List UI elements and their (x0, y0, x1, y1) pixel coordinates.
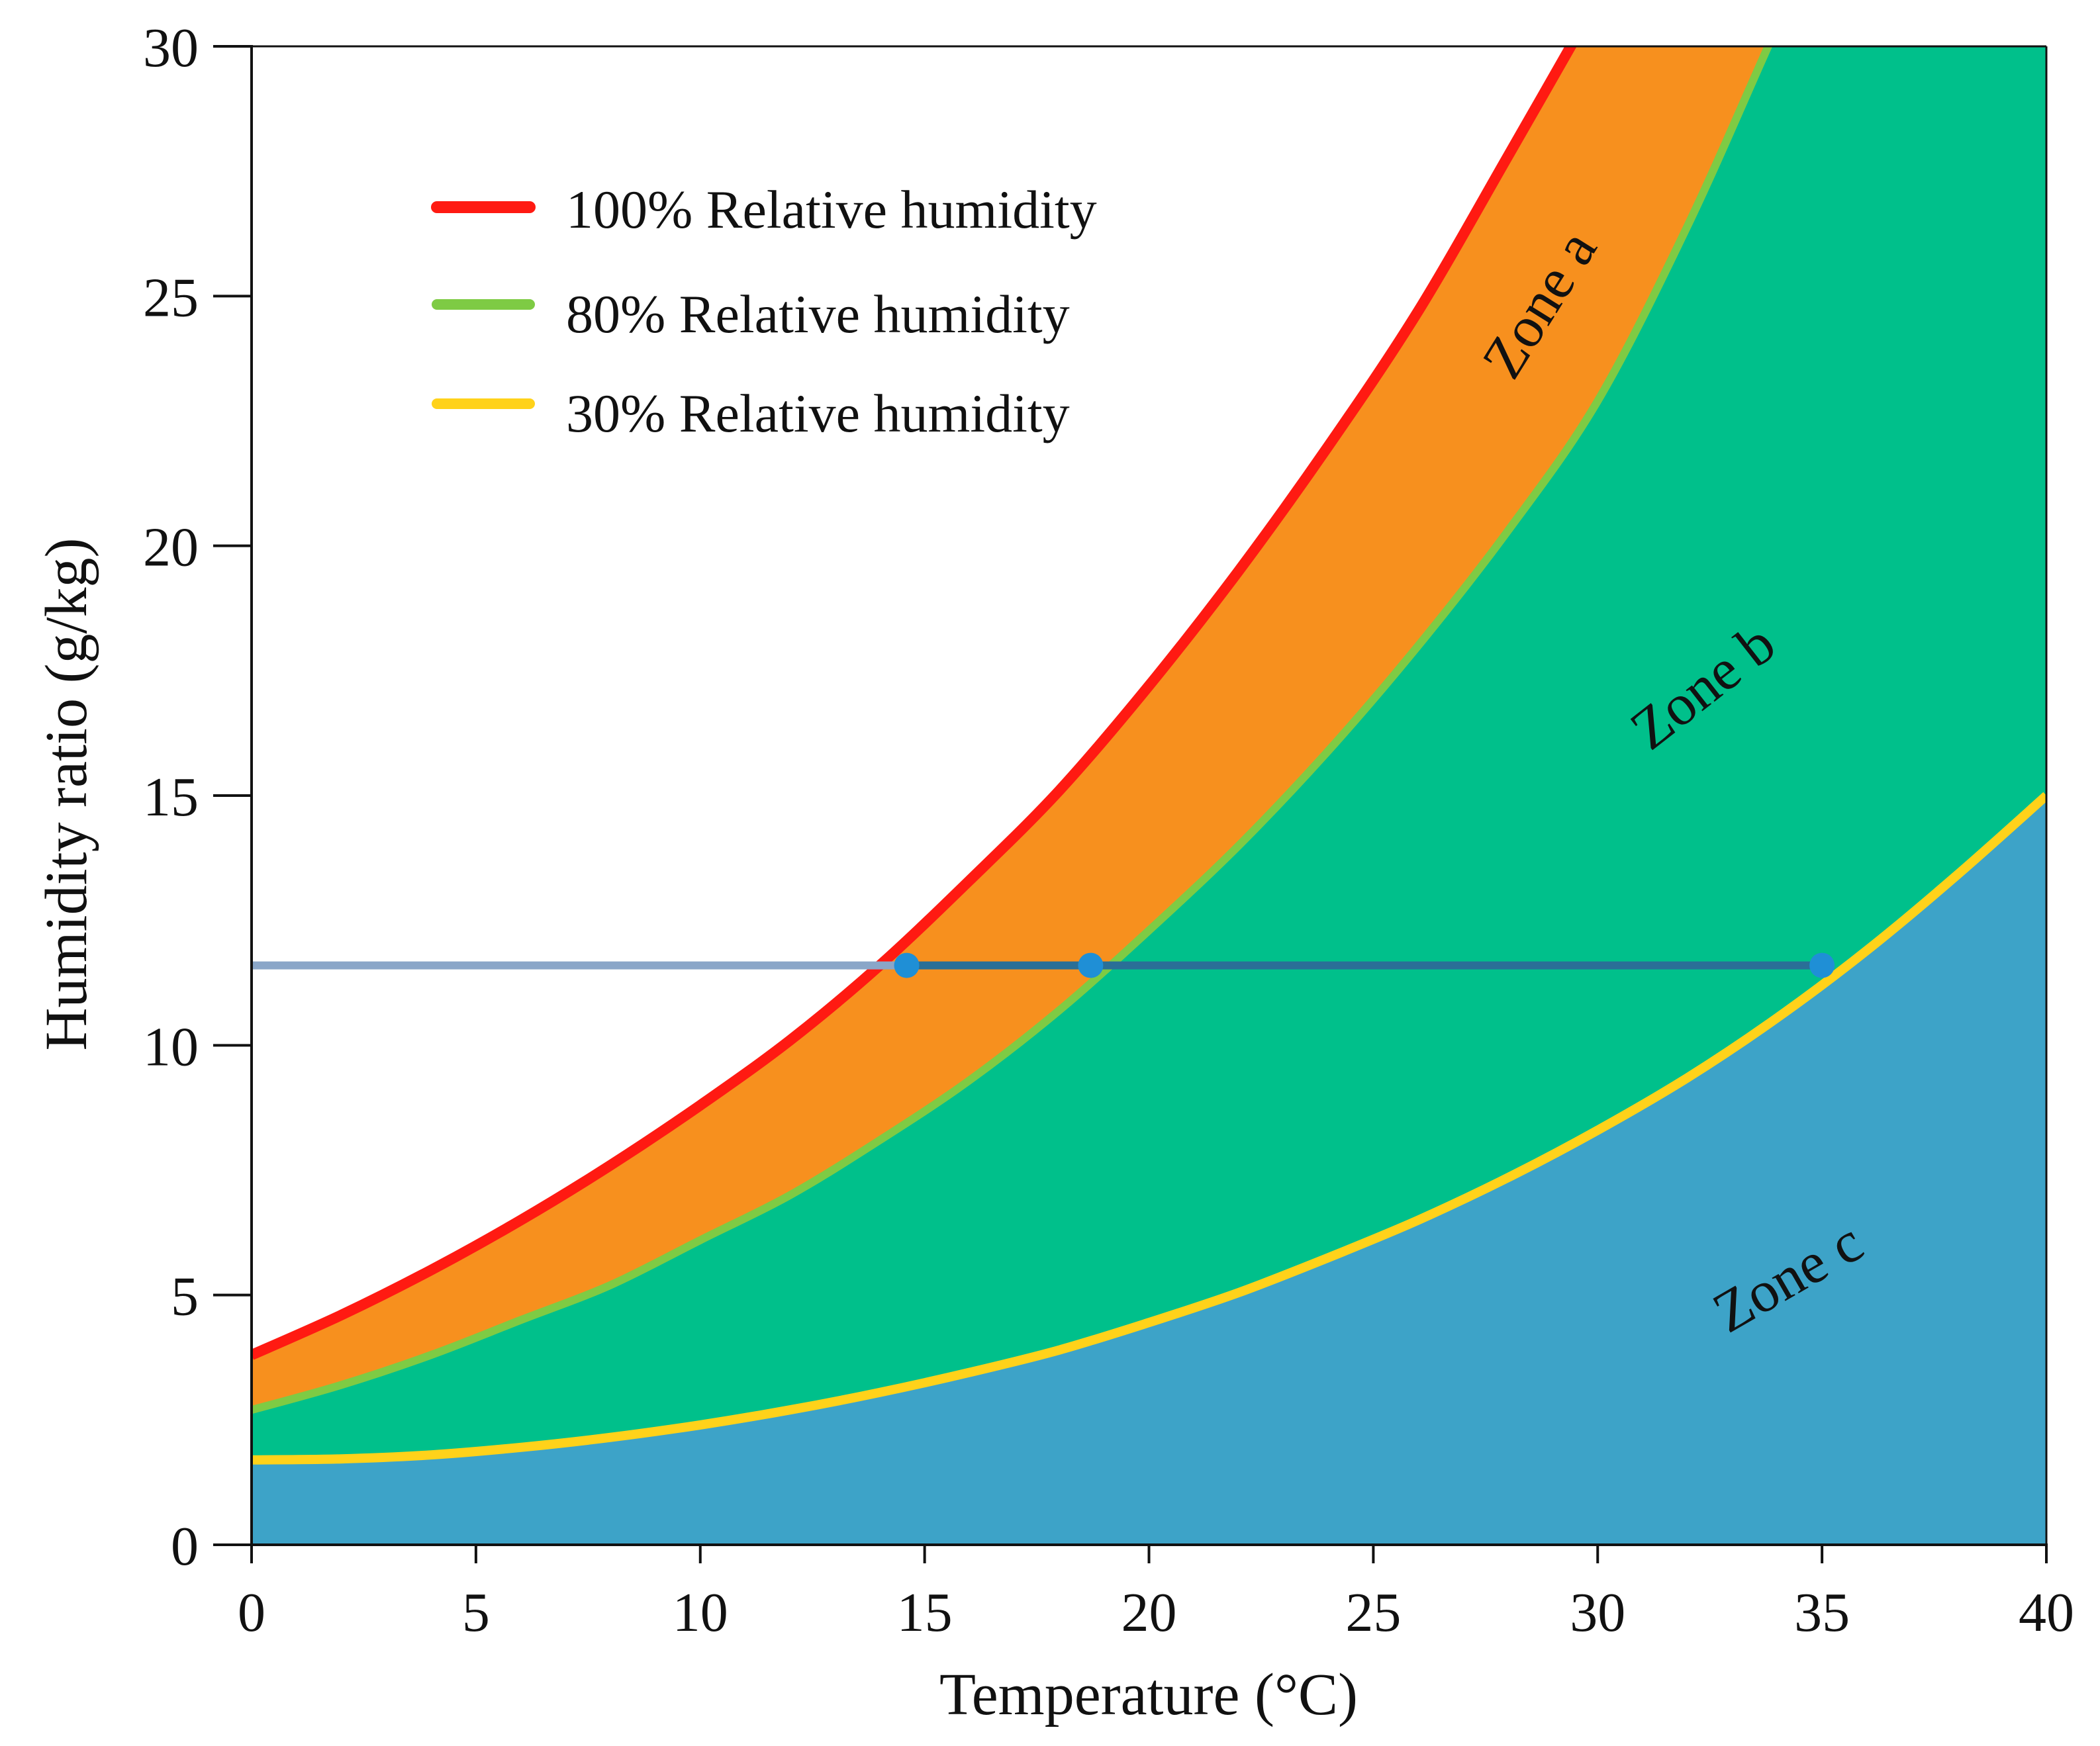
axes: 0 5 10 15 20 25 30 35 40 0 5 10 15 20 25 30 (143, 17, 2074, 1643)
x-tick-label: 10 (673, 1582, 728, 1643)
x-tick-label: 15 (897, 1582, 953, 1643)
legend-label-rh-30: 30% Relative humidity (566, 383, 1070, 443)
legend-label-rh-100: 100% Relative humidity (566, 179, 1097, 240)
y-tick-label: 10 (143, 1016, 199, 1078)
y-tick-label: 20 (143, 517, 199, 578)
x-tick-label: 0 (238, 1582, 265, 1643)
zone-b-area (252, 46, 2046, 1460)
rh-100-curve (252, 46, 1577, 1360)
y-axis-title: Humidity ratio (g/kg) (34, 538, 99, 1051)
zone-a-area (252, 46, 1768, 1410)
x-ticks: 0 5 10 15 20 25 30 35 40 (238, 1545, 2074, 1643)
y-tick-label: 15 (143, 766, 199, 828)
constant-humidity-point-1 (894, 952, 920, 978)
constant-humidity-points (894, 952, 1835, 978)
zone-c-area (252, 796, 2046, 1545)
rh-80-curve (252, 46, 1773, 1414)
x-axis-title: Temperature (°C) (939, 1662, 1358, 1727)
constant-humidity-point-2 (1078, 952, 1104, 978)
legend: 100% Relative humidity 80% Relative humi… (431, 179, 1097, 443)
y-tick-label: 0 (171, 1516, 199, 1577)
y-tick-label: 30 (143, 17, 199, 79)
y-tick-label: 5 (171, 1266, 199, 1328)
curves-layer (252, 46, 2046, 1465)
zones-layer (252, 46, 2046, 1545)
x-tick-label: 35 (1794, 1582, 1850, 1643)
rh-30-curve (252, 792, 2046, 1465)
y-tick-label: 25 (143, 267, 199, 328)
constant-humidity-line-group (252, 952, 1835, 978)
x-tick-label: 30 (1570, 1582, 1625, 1643)
y-ticks: 0 5 10 15 20 25 30 (143, 17, 252, 1577)
x-tick-label: 40 (2019, 1582, 2074, 1643)
x-tick-label: 25 (1345, 1582, 1401, 1643)
constant-humidity-point-3 (1809, 952, 1835, 978)
x-tick-label: 20 (1122, 1582, 1177, 1643)
legend-label-rh-80: 80% Relative humidity (566, 284, 1070, 344)
x-tick-label: 5 (462, 1582, 490, 1643)
